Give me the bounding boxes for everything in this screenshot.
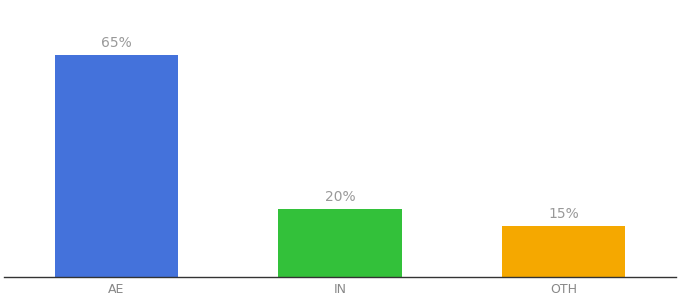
- Text: 20%: 20%: [324, 190, 356, 204]
- Bar: [278, 209, 402, 277]
- Bar: [503, 226, 626, 277]
- Bar: [54, 56, 177, 277]
- Text: 65%: 65%: [101, 36, 131, 50]
- Text: 15%: 15%: [549, 207, 579, 221]
